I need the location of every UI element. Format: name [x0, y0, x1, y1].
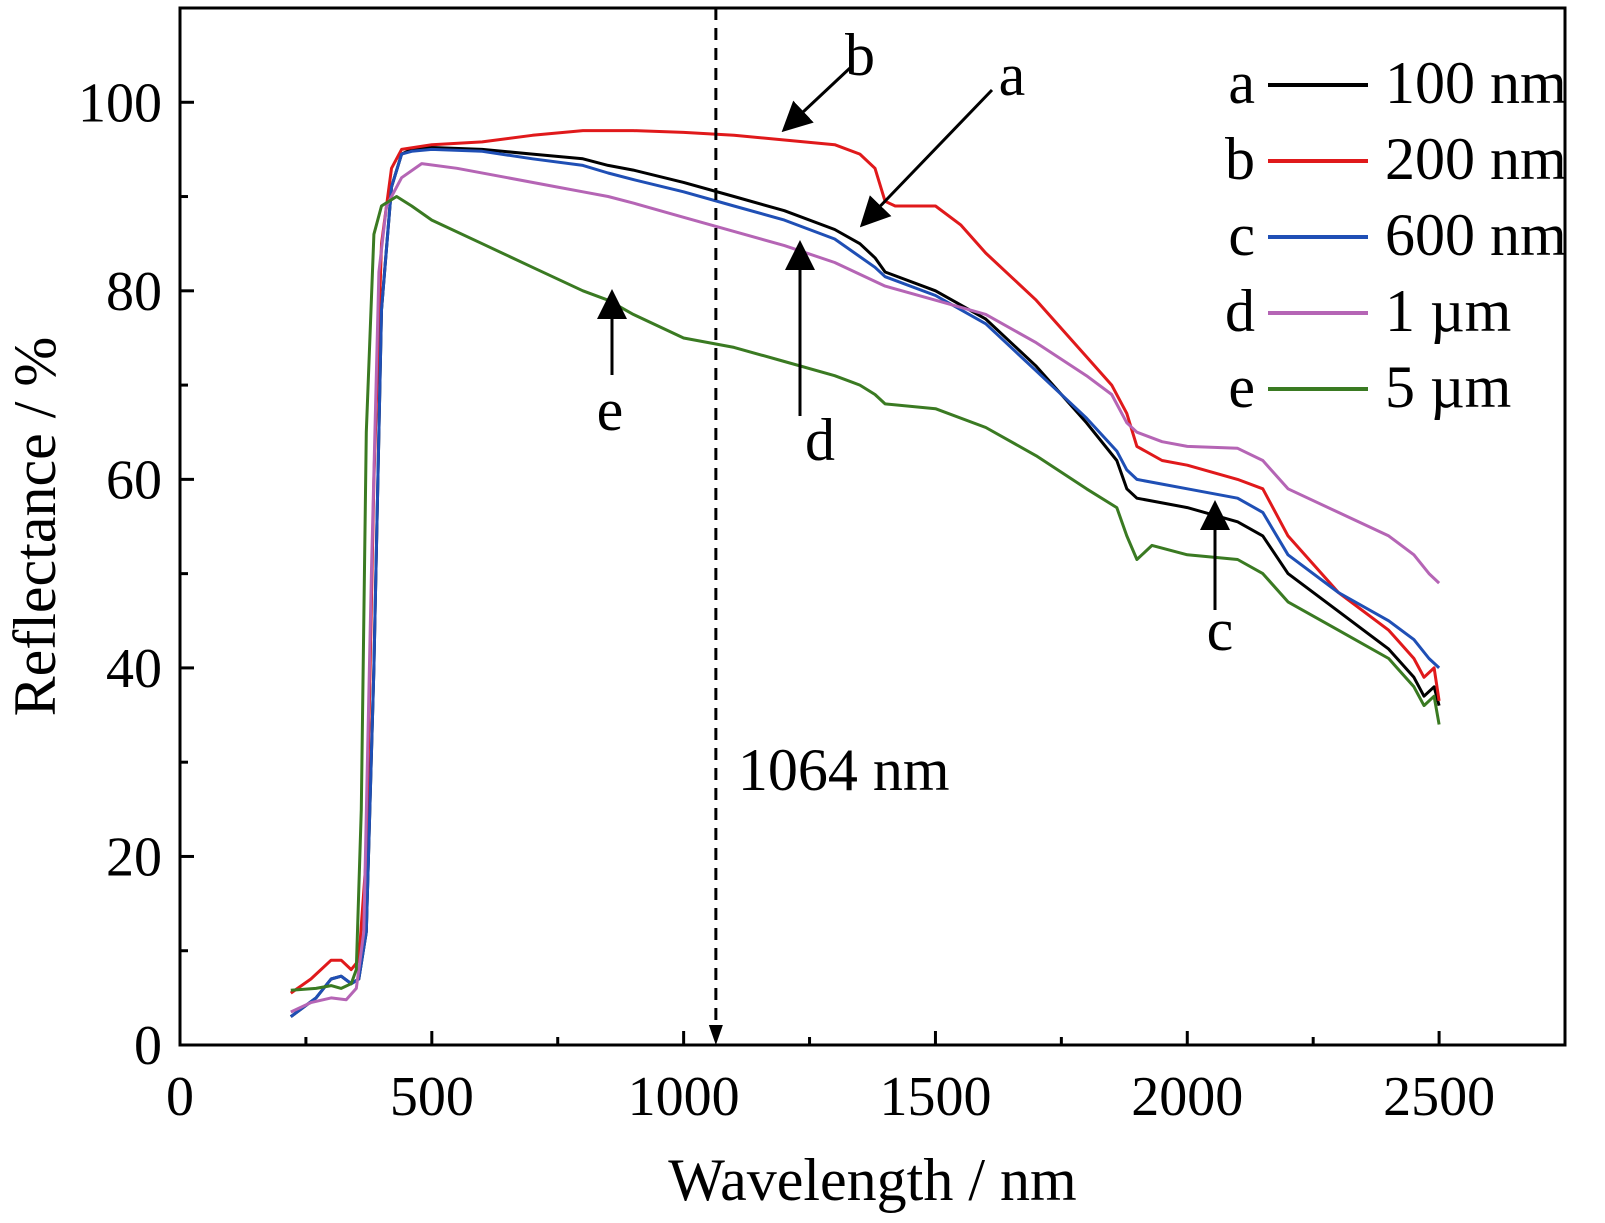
annotation-group: a b c d e [597, 22, 1234, 663]
y-tick-label: 80 [106, 261, 162, 323]
legend-key-e: e [1228, 354, 1255, 420]
series-line-e [290, 195, 1441, 992]
legend-key-a: a [1228, 50, 1255, 116]
legend-key-c: c [1228, 202, 1255, 268]
axis-ticks: 0 500 1000 1500 2000 2500 0 20 40 60 80 100 [78, 72, 1495, 1128]
annotation-label-b: b [845, 22, 875, 88]
x-tick-label: 500 [390, 1066, 474, 1128]
data-lines [289, 129, 1441, 1018]
legend-label-c: 600 nm [1385, 202, 1567, 268]
y-tick-label: 20 [106, 826, 162, 888]
reference-line-label: 1064 nm [738, 737, 950, 803]
x-tick-label: 0 [166, 1066, 194, 1128]
legend-label-a: 100 nm [1385, 50, 1567, 116]
y-tick-label: 60 [106, 449, 162, 511]
series-line-c [289, 147, 1441, 1018]
legend-key-d: d [1225, 278, 1255, 344]
x-tick-label: 1000 [628, 1066, 740, 1128]
x-tick-label: 2500 [1383, 1066, 1495, 1128]
reference-arrowhead [708, 1025, 723, 1045]
legend-key-b: b [1225, 126, 1255, 192]
x-tick-label: 1500 [879, 1066, 991, 1128]
annotation-label-d: d [805, 407, 835, 473]
y-axis-title: Reflectance / % [2, 337, 68, 717]
annotation-label-a: a [999, 42, 1026, 108]
series-line-d [290, 162, 1441, 1014]
legend-label-b: 200 nm [1385, 126, 1567, 192]
x-axis-title: Wavelength / nm [668, 1147, 1076, 1213]
annotation-arrow-a [859, 88, 994, 228]
legend-label-e: 5 µm [1385, 354, 1511, 420]
legend: a 100 nm b 200 nm c 600 nm d 1 µm e 5 µm [1225, 50, 1567, 420]
y-tick-label: 0 [134, 1015, 162, 1077]
y-tick-label: 100 [78, 72, 162, 134]
reference-line-group: 1064 nm [708, 8, 950, 1045]
y-tick-label: 40 [106, 638, 162, 700]
x-tick-label: 2000 [1131, 1066, 1243, 1128]
annotation-arrow-b [781, 66, 852, 133]
legend-label-d: 1 µm [1385, 278, 1511, 344]
plot-frame [178, 6, 1567, 1047]
annotation-label-c: c [1207, 597, 1234, 663]
annotation-label-e: e [597, 377, 624, 443]
